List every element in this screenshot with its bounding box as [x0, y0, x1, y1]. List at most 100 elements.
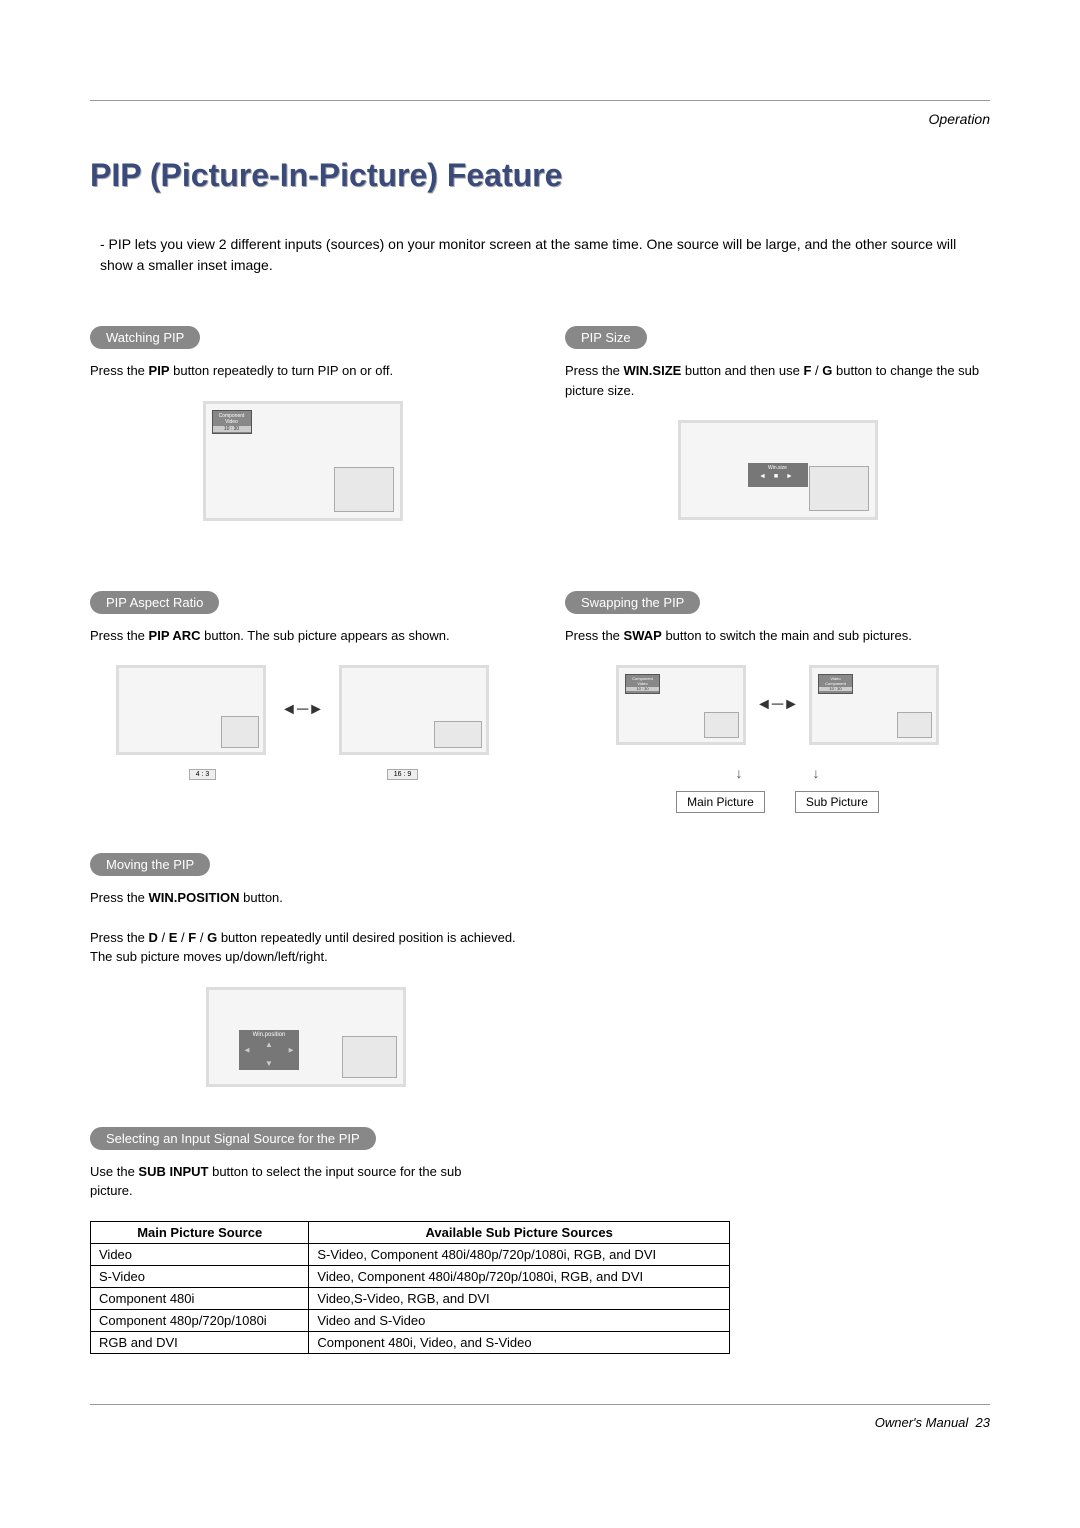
- watching-pip-desc: Press the PIP button repeatedly to turn …: [90, 361, 515, 381]
- pip-aspect-desc: Press the PIP ARC button. The sub pictur…: [90, 626, 515, 646]
- pip-sub-window: [342, 1036, 397, 1078]
- table-row: Component 480iVideo,S-Video, RGB, and DV…: [91, 1287, 730, 1309]
- pip-size-section: PIP Size Press the WIN.SIZE button and t…: [565, 326, 990, 551]
- pip-sub-window: [334, 467, 394, 512]
- footer: Owner's Manual 23: [90, 1415, 990, 1430]
- swap-tv-right: Video Component 10 : 30: [809, 665, 939, 745]
- arrow-lr-icon: ◄─►: [281, 701, 324, 719]
- sep: /: [811, 363, 822, 378]
- down-arrow-icon: ↓: [813, 765, 820, 781]
- col-main-source: Main Picture Source: [91, 1221, 309, 1243]
- text: Press the: [90, 930, 149, 945]
- col-sub-sources: Available Sub Picture Sources: [309, 1221, 730, 1243]
- cell-main-source: Component 480i: [91, 1287, 309, 1309]
- down-arrow-icon: ↓: [736, 765, 743, 781]
- text: button.: [240, 890, 283, 905]
- winsize-arrows: ◄ ■ ►: [750, 473, 806, 480]
- cell-sub-sources: Video,S-Video, RGB, and DVI: [309, 1287, 730, 1309]
- swap-osd-left: Component Video 10 : 30: [625, 674, 660, 694]
- intro-text: - PIP lets you view 2 different inputs (…: [90, 234, 990, 276]
- key-g: G: [207, 930, 217, 945]
- moving-pill: Moving the PIP: [90, 853, 210, 876]
- sep: /: [177, 930, 188, 945]
- text: Press the: [90, 890, 149, 905]
- cell-main-source: Video: [91, 1243, 309, 1265]
- winposition-bold: WIN.POSITION: [149, 890, 240, 905]
- aspect-tv-left: [116, 665, 266, 755]
- section-label: Operation: [90, 111, 990, 127]
- key-d: D: [149, 930, 158, 945]
- cell-main-source: RGB and DVI: [91, 1331, 309, 1353]
- text: button and then use: [681, 363, 803, 378]
- osd-line: 10 : 30: [819, 687, 852, 692]
- table-row: RGB and DVIComponent 480i, Video, and S-…: [91, 1331, 730, 1353]
- pip-sub-window: [809, 466, 869, 511]
- osd-line: 10 : 30: [626, 687, 659, 692]
- top-divider: [90, 100, 990, 101]
- piparc-bold: PIP ARC: [149, 628, 201, 643]
- text: Press the: [90, 363, 149, 378]
- arrow-lr-icon: ◄─►: [756, 696, 799, 714]
- watching-pip-illustration: Component Video 10 : 30: [203, 401, 403, 521]
- main-picture-label: Main Picture: [676, 791, 765, 813]
- table-header-row: Main Picture Source Available Sub Pictur…: [91, 1221, 730, 1243]
- footer-text: Owner's Manual: [875, 1415, 969, 1430]
- aspect-label-4-3: 4 : 3: [189, 769, 217, 780]
- table-row: Component 480p/720p/1080iVideo and S-Vid…: [91, 1309, 730, 1331]
- pip-size-desc: Press the WIN.SIZE button and then use F…: [565, 361, 990, 400]
- swapping-pip-section: Swapping the PIP Press the SWAP button t…: [565, 591, 990, 814]
- text: Use the: [90, 1164, 138, 1179]
- swap-sub-right: [897, 712, 932, 738]
- swap-bold: SWAP: [624, 628, 662, 643]
- swapping-pill: Swapping the PIP: [565, 591, 700, 614]
- cell-main-source: Component 480p/720p/1080i: [91, 1309, 309, 1331]
- pip-bold: PIP: [149, 363, 170, 378]
- osd-line: Video: [213, 419, 251, 425]
- winsize-bold: WIN.SIZE: [624, 363, 682, 378]
- moving-pip-illustration: Win.position ▲ ▼ ◄ ►: [206, 987, 406, 1087]
- winposition-osd: Win.position ▲ ▼ ◄ ►: [239, 1030, 299, 1070]
- pip-aspect-section: PIP Aspect Ratio Press the PIP ARC butto…: [90, 591, 515, 814]
- selecting-input-section: Selecting an Input Signal Source for the…: [90, 1127, 990, 1354]
- swap-osd-right: Video Component 10 : 30: [818, 674, 853, 694]
- winsize-label: Win.size: [750, 465, 806, 471]
- input-source-table: Main Picture Source Available Sub Pictur…: [90, 1221, 730, 1354]
- text: button. The sub picture appears as shown…: [201, 628, 450, 643]
- sep: /: [196, 930, 207, 945]
- text: button to switch the main and sub pictur…: [662, 628, 912, 643]
- cell-main-source: S-Video: [91, 1265, 309, 1287]
- arrow-down-icon: ▼: [265, 1059, 273, 1068]
- watching-pip-pill: Watching PIP: [90, 326, 200, 349]
- subinput-bold: SUB INPUT: [138, 1164, 208, 1179]
- swap-sub-left: [704, 712, 739, 738]
- table-row: VideoS-Video, Component 480i/480p/720p/1…: [91, 1243, 730, 1265]
- sub-picture-label: Sub Picture: [795, 791, 879, 813]
- pip-sub-16-9: [434, 721, 482, 748]
- footer-page: 23: [976, 1415, 990, 1430]
- page-title: PIP (Picture-In-Picture) Feature: [90, 157, 990, 194]
- cell-sub-sources: Video, Component 480i/480p/720p/1080i, R…: [309, 1265, 730, 1287]
- text: button repeatedly to turn PIP on or off.: [170, 363, 394, 378]
- moving-line1: Press the WIN.POSITION button.: [90, 888, 522, 908]
- cell-sub-sources: Video and S-Video: [309, 1309, 730, 1331]
- cell-sub-sources: Component 480i, Video, and S-Video: [309, 1331, 730, 1353]
- arrow-left-icon: ◄: [243, 1045, 251, 1054]
- watching-pip-section: Watching PIP Press the PIP button repeat…: [90, 326, 515, 551]
- swap-tv-left: Component Video 10 : 30: [616, 665, 746, 745]
- text: Press the: [90, 628, 149, 643]
- moving-line2: Press the D / E / F / G button repeatedl…: [90, 928, 522, 967]
- swapping-desc: Press the SWAP button to switch the main…: [565, 626, 990, 646]
- arrow-right-icon: ►: [287, 1045, 295, 1054]
- arrow-up-icon: ▲: [265, 1040, 273, 1049]
- aspect-label-16-9: 16 : 9: [387, 769, 419, 780]
- moving-pip-section: Moving the PIP Press the WIN.POSITION bu…: [90, 853, 522, 1087]
- key-g: G: [822, 363, 832, 378]
- footer-divider: [90, 1404, 990, 1405]
- aspect-tv-right: [339, 665, 489, 755]
- pip-aspect-pill: PIP Aspect Ratio: [90, 591, 219, 614]
- sep: /: [158, 930, 169, 945]
- selecting-pill: Selecting an Input Signal Source for the…: [90, 1127, 376, 1150]
- table-row: S-VideoVideo, Component 480i/480p/720p/1…: [91, 1265, 730, 1287]
- pip-sub-4-3: [221, 716, 259, 748]
- cell-sub-sources: S-Video, Component 480i/480p/720p/1080i,…: [309, 1243, 730, 1265]
